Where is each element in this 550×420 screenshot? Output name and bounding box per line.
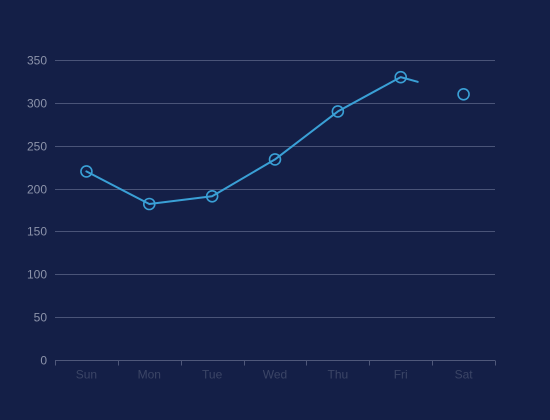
data-point-thu[interactable]: [331, 105, 345, 118]
y-tick-label: 250: [27, 140, 47, 154]
x-tick-label: Sat: [455, 368, 474, 382]
data-point-wed[interactable]: [268, 153, 282, 166]
data-points: [80, 70, 470, 211]
y-tick-label: 0: [40, 354, 47, 368]
data-point-tue[interactable]: [205, 189, 219, 203]
series-layer: [85, 76, 419, 205]
x-tick-label: Thu: [328, 368, 349, 382]
y-tick-label: 300: [27, 97, 47, 111]
x-tick-label: Wed: [263, 368, 287, 382]
grid-lines: [55, 60, 495, 318]
x-axis-ticks: Sun Mon Tue Wed Thu Fri Sat: [55, 360, 496, 382]
data-point-sun[interactable]: [80, 165, 93, 178]
data-point-mon[interactable]: [142, 197, 156, 211]
y-tick-label: 100: [27, 268, 47, 282]
series-line: [85, 76, 419, 205]
y-axis-ticks: 0 50 100 150 200 250 300 350: [27, 54, 47, 368]
x-tick-label: Fri: [394, 368, 408, 382]
data-point-fri[interactable]: [394, 70, 408, 84]
data-point-sat[interactable]: [457, 87, 470, 101]
y-tick-label: 350: [27, 54, 47, 68]
y-tick-label: 50: [34, 311, 48, 325]
x-tick-label: Sun: [76, 368, 97, 382]
x-tick-label: Mon: [138, 368, 161, 382]
x-tick-label: Tue: [202, 368, 223, 382]
y-tick-label: 200: [27, 183, 47, 197]
y-tick-label: 150: [27, 225, 47, 239]
